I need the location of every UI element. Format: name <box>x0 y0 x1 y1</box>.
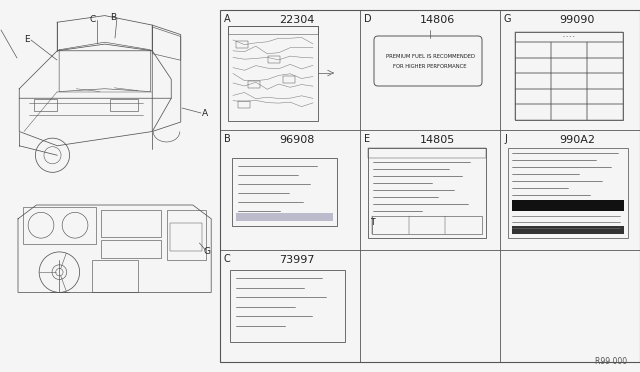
Bar <box>228 26 318 121</box>
Bar <box>92 260 138 292</box>
Text: C: C <box>90 16 96 25</box>
Text: A: A <box>202 109 208 118</box>
Bar <box>512 226 624 234</box>
Text: B: B <box>110 13 116 22</box>
Bar <box>551 42 587 58</box>
Text: - - - -: - - - - <box>563 35 575 39</box>
Text: B: B <box>224 134 231 144</box>
Text: 96908: 96908 <box>279 135 315 145</box>
Text: 14806: 14806 <box>419 15 454 25</box>
Text: R99 000: R99 000 <box>595 357 627 366</box>
Text: T: T <box>371 218 376 227</box>
Bar <box>587 58 623 73</box>
Bar <box>167 209 205 260</box>
Bar <box>109 99 138 110</box>
Bar <box>22 207 96 244</box>
Bar <box>232 158 337 226</box>
Bar <box>587 105 623 120</box>
Bar <box>230 270 345 342</box>
Bar <box>101 240 161 259</box>
Bar <box>283 76 295 83</box>
Bar <box>551 89 587 105</box>
Text: G: G <box>504 14 511 24</box>
Bar <box>551 105 587 120</box>
Text: J: J <box>504 134 507 144</box>
Bar <box>372 216 482 234</box>
Bar <box>236 213 333 221</box>
Bar <box>551 73 587 89</box>
Bar <box>228 26 318 34</box>
Text: 73997: 73997 <box>279 255 315 265</box>
Text: D: D <box>364 14 372 24</box>
Bar <box>220 10 640 362</box>
Bar <box>101 209 161 237</box>
Bar <box>515 58 551 73</box>
Text: A: A <box>224 14 230 24</box>
Bar <box>587 89 623 105</box>
Text: E: E <box>24 35 30 45</box>
Bar <box>238 101 250 108</box>
Bar <box>368 148 486 238</box>
Bar <box>515 32 623 42</box>
Bar <box>512 200 624 211</box>
Bar <box>587 42 623 58</box>
Bar <box>33 99 57 110</box>
Text: 14805: 14805 <box>419 135 454 145</box>
Bar <box>515 105 551 120</box>
Text: FOR HIGHER PERFORMANCE: FOR HIGHER PERFORMANCE <box>393 64 467 70</box>
Bar <box>368 148 486 158</box>
Bar <box>551 58 587 73</box>
Bar <box>515 89 551 105</box>
Bar <box>170 224 202 251</box>
Text: C: C <box>224 254 231 264</box>
Bar <box>508 148 628 238</box>
Bar <box>236 41 248 48</box>
Text: 990A2: 990A2 <box>559 135 595 145</box>
Text: G: G <box>204 247 211 256</box>
Bar <box>248 81 260 88</box>
Bar <box>515 73 551 89</box>
Text: PREMIUM FUEL IS RECOMMENDED: PREMIUM FUEL IS RECOMMENDED <box>385 55 474 60</box>
Bar <box>268 56 280 63</box>
Text: 99090: 99090 <box>559 15 595 25</box>
Bar <box>515 32 623 120</box>
Text: E: E <box>364 134 370 144</box>
Text: 22304: 22304 <box>279 15 315 25</box>
Bar <box>515 42 551 58</box>
Bar <box>587 73 623 89</box>
